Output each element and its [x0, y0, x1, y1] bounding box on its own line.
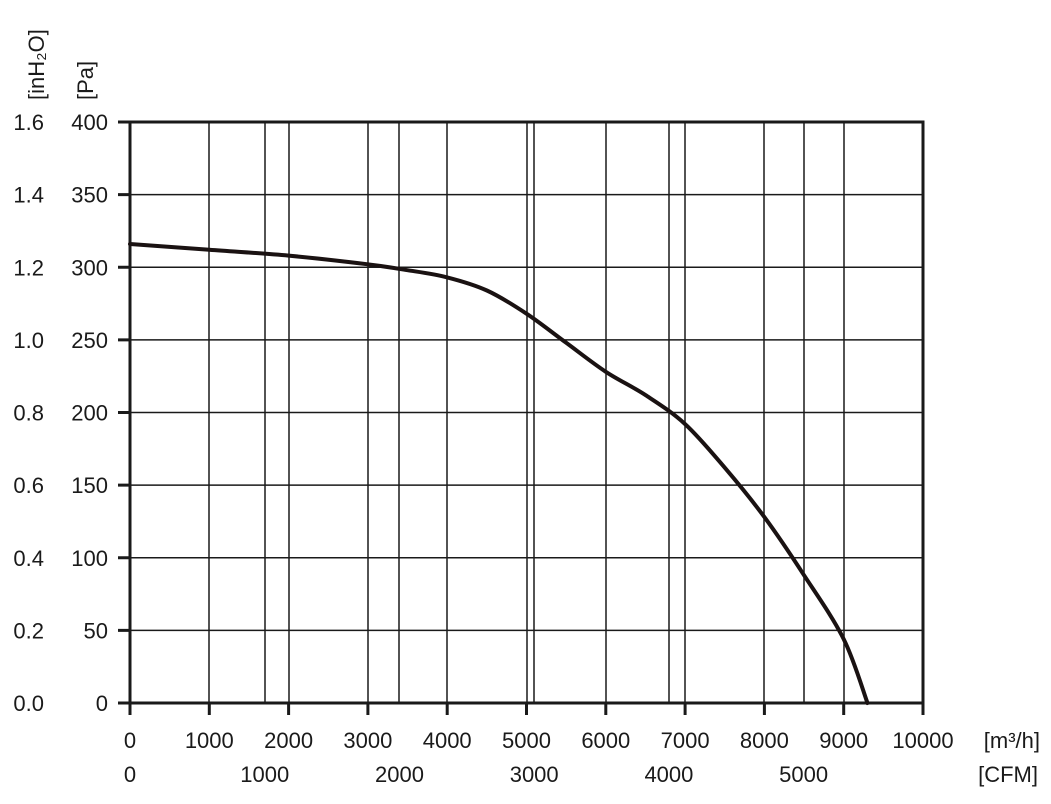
- y-tick-label-inh2o: 0.4: [13, 546, 44, 571]
- y-unit-pa: [Pa]: [73, 61, 98, 100]
- axis-ticks: [118, 120, 925, 715]
- x-tick-label-m3h: 8000: [740, 728, 789, 753]
- y-tick-label-pa: 0: [96, 691, 108, 716]
- y-unit-inh2o: [inH₂O]: [24, 29, 49, 100]
- y-tick-label-pa: 150: [71, 473, 108, 498]
- y-tick-label-inh2o: 0.6: [13, 473, 44, 498]
- x-tick-label-m3h: 5000: [502, 728, 551, 753]
- y-tick-label-inh2o: 0.2: [13, 618, 44, 643]
- y-tick-label-pa: 250: [71, 328, 108, 353]
- y-tick-label-pa: 200: [71, 401, 108, 426]
- x-tick-label-cfm: 2000: [375, 762, 424, 787]
- tick-labels: 1.6 400 1.4 350 1.2 300 1.0 250 0.8 200 0.6 150 0.4 1…: [13, 110, 953, 787]
- x-unit-cfm: [CFM]: [978, 762, 1038, 787]
- y-tick-label-inh2o: 1.0: [13, 328, 44, 353]
- x-tick-label-m3h: 4000: [423, 728, 472, 753]
- performance-curve: [128, 242, 870, 705]
- x-tick-label-m3h: 2000: [264, 728, 313, 753]
- y-tick-label-pa: 50: [84, 618, 108, 643]
- y-tick-label-pa: 400: [71, 110, 108, 135]
- x-tick-label-cfm: 3000: [510, 762, 559, 787]
- y-tick-label-inh2o: 1.2: [13, 255, 44, 280]
- y-tick-label-pa: 350: [71, 183, 108, 208]
- x-tick-label-m3h: 9000: [819, 728, 868, 753]
- y-tick-label-inh2o: 0.0: [13, 691, 44, 716]
- x-tick-label-m3h: 6000: [581, 728, 630, 753]
- x-tick-label-cfm: 0: [124, 762, 136, 787]
- x-tick-label-cfm: 5000: [779, 762, 828, 787]
- y-tick-label-inh2o: 1.4: [13, 183, 44, 208]
- y-tick-label-pa: 100: [71, 546, 108, 571]
- x-tick-label-cfm: 1000: [240, 762, 289, 787]
- x-unit-m3h: [m³/h]: [984, 728, 1040, 753]
- x-tick-label-m3h: 0: [124, 728, 136, 753]
- x-tick-label-m3h: 7000: [661, 728, 710, 753]
- x-tick-label-cfm: 4000: [644, 762, 693, 787]
- x-tick-label-m3h: 10000: [892, 728, 953, 753]
- y-tick-label-inh2o: 1.6: [13, 110, 44, 135]
- y-tick-label-inh2o: 0.8: [13, 401, 44, 426]
- x-tick-label-m3h: 3000: [343, 728, 392, 753]
- grid: [129, 121, 924, 704]
- y-tick-label-pa: 300: [71, 255, 108, 280]
- x-tick-label-m3h: 1000: [185, 728, 234, 753]
